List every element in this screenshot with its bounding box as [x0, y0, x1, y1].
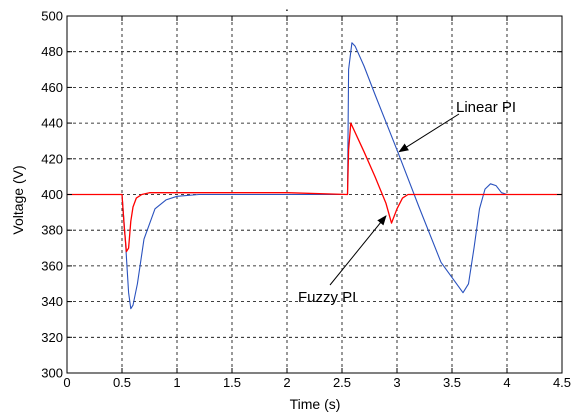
annotation-label-linear-pi: Linear PI — [456, 99, 516, 116]
x-tick-label: 0 — [63, 375, 70, 390]
y-tick-label: 300 — [41, 366, 63, 381]
y-tick-label: 360 — [41, 258, 63, 273]
x-axis-title: Time (s) — [290, 396, 341, 412]
annotation-label-fuzzy-pi: Fuzzy PI — [298, 289, 356, 306]
series-layer — [67, 42, 562, 310]
x-tick-label: 4 — [503, 375, 510, 390]
y-tick-label: 500 — [41, 9, 63, 24]
chart-title: . — [285, 0, 289, 14]
y-tick-label: 460 — [41, 80, 63, 95]
x-tick-label: 1.5 — [223, 375, 241, 390]
y-tick-label: 400 — [41, 187, 63, 202]
y-tick-label: 480 — [41, 44, 63, 59]
x-tick-label: 3.5 — [443, 375, 461, 390]
x-tick-label: 4.5 — [553, 375, 571, 390]
y-tick-label: 420 — [41, 151, 63, 166]
annotation-arrow-fuzzy-pi — [329, 215, 387, 286]
annotation-arrow-linear-pi — [398, 113, 460, 153]
x-tick-label: 2.5 — [333, 375, 351, 390]
annotations: Linear PI Fuzzy PI — [298, 99, 516, 306]
axis-ticks: 0 0.5 1 1.5 2 2.5 3 3.5 4 4.5 300 320 340 360 380 400 42… — [41, 9, 571, 391]
y-tick-label: 380 — [41, 223, 63, 238]
y-tick-label: 320 — [41, 330, 63, 345]
x-tick-label: 0.5 — [113, 375, 131, 390]
series-line-linear-pi — [67, 42, 562, 310]
x-tick-label: 2 — [283, 375, 290, 390]
y-tick-label: 440 — [41, 116, 63, 131]
y-tick-label: 340 — [41, 294, 63, 309]
x-tick-label: 1 — [173, 375, 180, 390]
x-tick-label: 3 — [393, 375, 400, 390]
y-axis-title: Voltage (V) — [10, 165, 26, 234]
series-line-fuzzy-pi — [67, 122, 562, 253]
